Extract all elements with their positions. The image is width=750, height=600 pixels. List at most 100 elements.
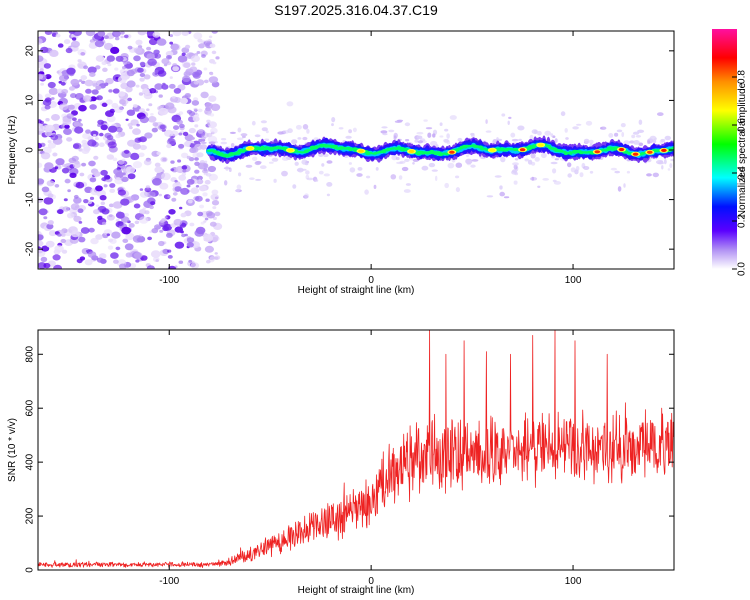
spectrogram-noise-blob <box>159 229 164 233</box>
spectrogram-noise-blob <box>183 62 191 68</box>
spectrogram-halo-blob <box>254 161 261 166</box>
spectrogram-noise-blob <box>132 128 141 136</box>
spectrogram-noise-blob <box>62 206 70 212</box>
spectrogram-noise-blob <box>156 151 161 155</box>
spectrogram-halo-blob <box>281 170 288 177</box>
spectrogram-halo-blob <box>667 168 671 171</box>
spectrogram-ytick-label: 10 <box>25 94 36 106</box>
chart-title: S197.2025.316.04.37.C19 <box>274 2 438 18</box>
spectrogram-noise-blob <box>134 220 140 225</box>
spectrogram-noise-blob <box>166 138 176 146</box>
spectrogram-noise-blob <box>77 118 82 122</box>
spectrogram-noise-blob <box>208 76 219 84</box>
spectrogram-halo-blob <box>508 116 512 119</box>
spectrogram-noise-blob <box>127 173 136 180</box>
spectrogram-halo-blob <box>430 140 438 147</box>
spectrogram-noise-blob <box>196 179 204 185</box>
spectrogram-hotspot <box>287 148 294 152</box>
spectrogram-noise-blob <box>130 152 140 160</box>
spectrogram-noise-blob <box>59 74 68 82</box>
colorbar-tick-label: 0.0 <box>737 262 748 276</box>
spectrogram-noise-blob <box>121 226 132 235</box>
spectrogram-noise-blob <box>106 134 114 141</box>
spectrogram-halo-blob <box>499 191 506 197</box>
spectrogram-noise-blob <box>99 195 107 201</box>
spectrogram-noise-blob <box>212 61 217 65</box>
spectrogram-noise-blob <box>98 142 105 147</box>
snr-plot-area <box>38 330 674 570</box>
spectrogram-noise-blob <box>194 157 199 161</box>
spectrogram-halo-blob <box>471 134 475 138</box>
spectrogram-halo-blob <box>455 187 460 193</box>
spectrogram-halo-blob <box>503 196 510 199</box>
snr-ylabel: SNR (10 * v/v) <box>7 418 18 482</box>
spectrogram-halo-blob <box>560 111 566 117</box>
spectrogram-halo-blob <box>326 193 330 197</box>
spectrogram-noise-blob <box>125 86 133 93</box>
spectrogram-noise-blob <box>64 178 71 184</box>
spectrogram-noise-blob <box>137 67 144 73</box>
spectrogram-halo-blob <box>518 138 522 141</box>
spectrogram-noise-blob <box>165 50 174 57</box>
spectrogram-halo-blob <box>264 138 270 141</box>
spectrogram-noise-blob <box>176 119 183 125</box>
spectrogram-noise-blob <box>103 229 113 236</box>
spectrogram-halo-blob <box>349 167 356 173</box>
spectrogram-noise-blob <box>138 92 144 96</box>
spectrogram-noise-blob <box>209 43 216 48</box>
spectrogram-halo-blob <box>249 177 255 180</box>
spectrogram-halo-blob <box>632 131 640 135</box>
spectrogram-noise-blob <box>61 233 66 237</box>
spectrogram-halo-blob <box>417 140 423 144</box>
spectrogram-noise-blob <box>210 103 221 112</box>
spectrogram-noise-blob <box>158 94 163 98</box>
spectrogram-halo-blob <box>200 141 207 144</box>
spectrogram-noise-blob <box>72 142 82 150</box>
colorbar-label: Normalized spectral amplitude <box>737 82 748 217</box>
spectrogram-xtick-label: -100 <box>159 275 179 286</box>
spectrogram-noise-blob <box>157 70 167 77</box>
spectrogram-halo-blob <box>550 161 558 165</box>
spectrogram-noise-blob <box>105 110 114 117</box>
spectrogram-noise-blob <box>132 104 138 108</box>
spectrogram-halo-blob <box>281 156 289 161</box>
spectrogram-noise-blob <box>139 216 149 224</box>
spectrogram-noise-blob <box>161 84 169 90</box>
spectrogram-signal-blob <box>212 150 220 154</box>
spectrogram-halo-blob <box>496 138 503 142</box>
snr-xtick-label: 100 <box>565 576 582 587</box>
colorbar-tick-label: 0.4 <box>737 166 748 180</box>
spectrogram-noise-blob <box>189 222 195 227</box>
spectrogram-noise-blob <box>160 156 168 163</box>
spectrogram-halo-blob <box>331 123 334 127</box>
spectrogram-noise-blob <box>112 201 123 209</box>
spectrogram-noise-blob <box>172 63 178 68</box>
spectrogram-noise-blob <box>162 248 170 254</box>
spectrogram-noise-blob <box>107 141 117 149</box>
spectrogram-noise-blob <box>89 177 97 183</box>
spectrogram-noise-blob <box>186 184 191 188</box>
spectrogram-halo-blob <box>301 159 308 165</box>
spectrogram-halo-blob <box>338 127 344 130</box>
spectrogram-noise-blob <box>171 197 177 202</box>
spectrogram-noise-blob <box>197 175 203 181</box>
spectrogram-signal-blob <box>254 146 262 149</box>
spectrogram-halo-blob <box>513 164 518 170</box>
spectrogram-noise-blob <box>121 158 126 162</box>
spectrogram-halo-blob <box>638 119 643 125</box>
spectrogram-halo-blob <box>449 115 457 120</box>
spectrogram-noise-blob <box>122 66 127 70</box>
spectrogram-halo-blob <box>268 161 274 164</box>
spectrogram-noise-blob <box>211 189 219 195</box>
spectrogram-noise-blob <box>46 180 55 187</box>
spectrogram-halo-blob <box>221 138 227 141</box>
colorbar-tick-label: 0.6 <box>737 118 748 132</box>
spectrogram-noise-blob <box>120 31 125 35</box>
spectrogram-noise-blob <box>144 210 150 215</box>
spectrogram-noise-blob <box>185 44 191 49</box>
spectrogram-halo-blob <box>657 112 664 116</box>
spectrogram-noise-blob <box>46 76 50 80</box>
spectrogram-noise-blob <box>75 181 85 189</box>
spectrogram-halo-blob <box>287 128 293 134</box>
